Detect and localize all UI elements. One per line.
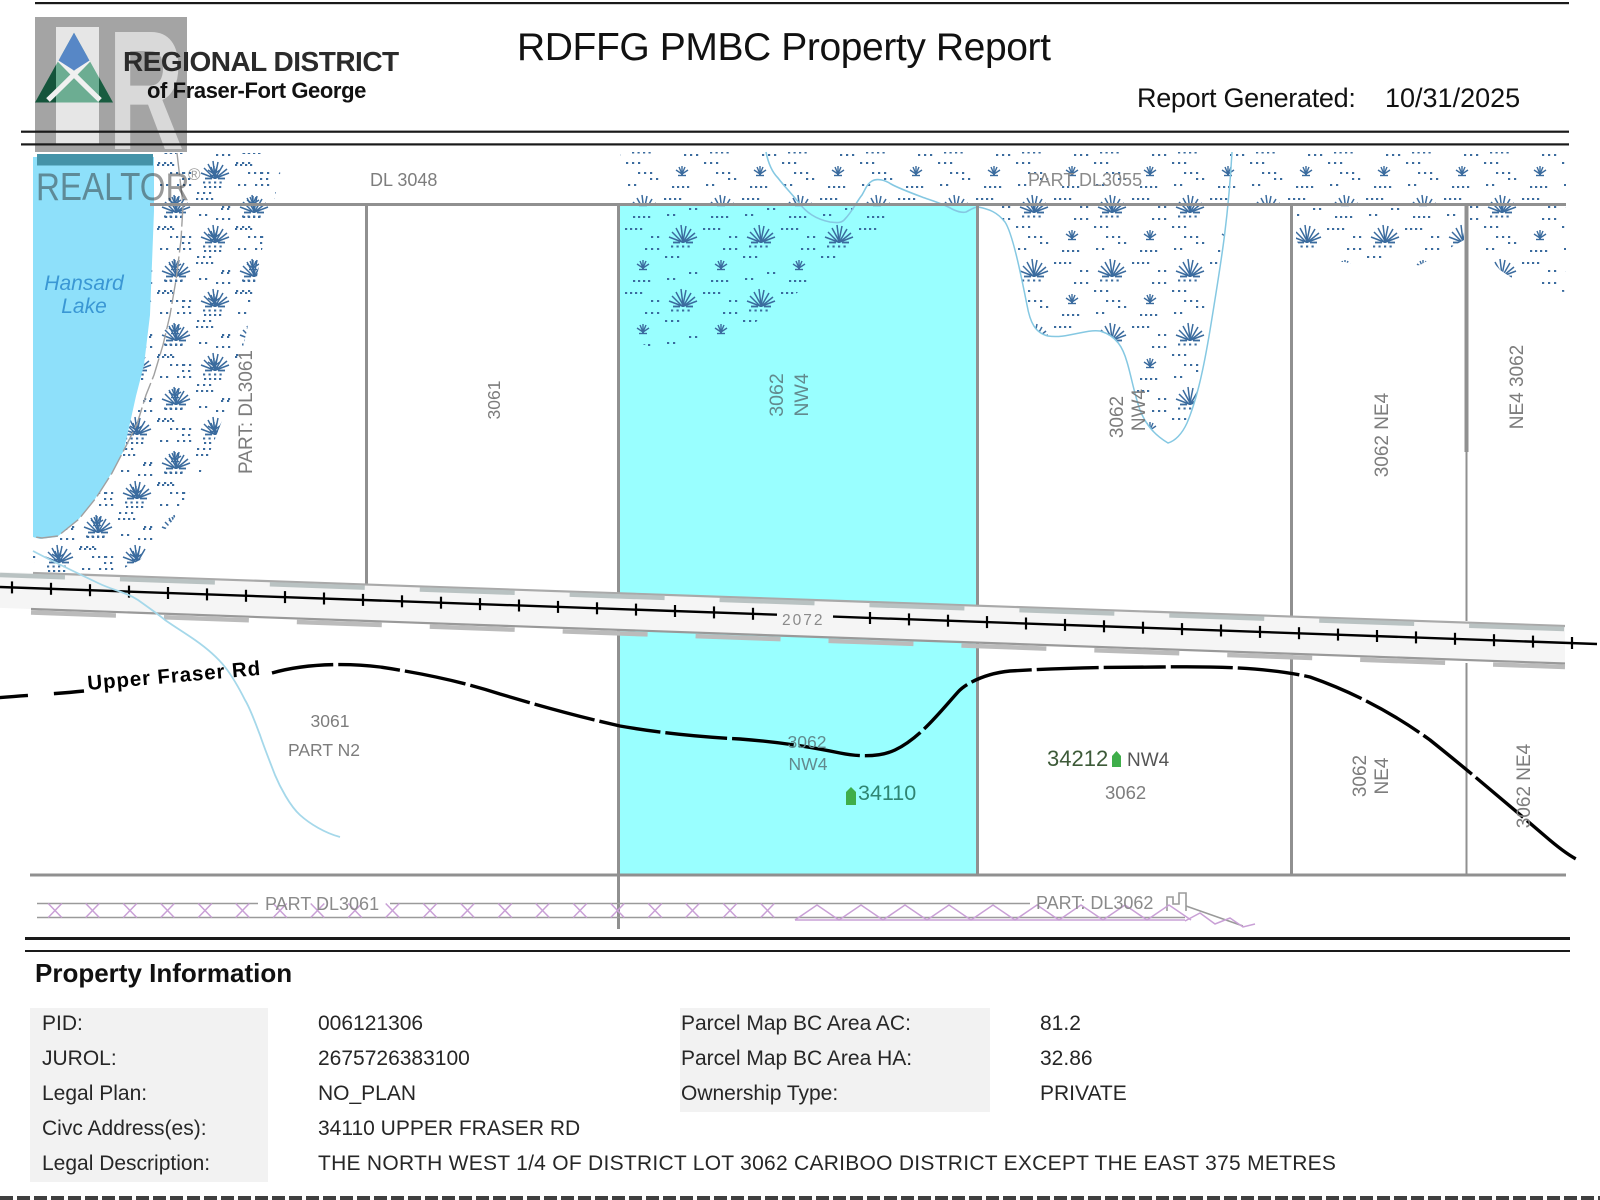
- svg-text:®: ®: [188, 165, 201, 184]
- svg-text:10/31/2025: 10/31/2025: [1385, 83, 1520, 113]
- svg-text:Upper Fraser Rd: Upper Fraser Rd: [86, 657, 261, 695]
- svg-text:of Fraser-Fort George: of Fraser-Fort George: [147, 78, 366, 103]
- svg-text:3062: 3062: [1107, 396, 1128, 438]
- svg-text:NW4: NW4: [789, 754, 828, 774]
- svg-text:3061: 3061: [311, 711, 350, 731]
- svg-text:DL 3048: DL 3048: [370, 170, 437, 190]
- svg-text:NE4 3062: NE4 3062: [1507, 345, 1528, 430]
- svg-text:3062 NE4: 3062 NE4: [1372, 392, 1393, 477]
- svg-text:REGIONAL DISTRICT: REGIONAL DISTRICT: [123, 46, 399, 77]
- svg-text:3061: 3061: [484, 381, 504, 420]
- svg-text:Lake: Lake: [61, 295, 107, 318]
- svg-text:3062: 3062: [788, 732, 827, 752]
- svg-text:2072: 2072: [782, 612, 824, 629]
- svg-text:PART: DL3061: PART: DL3061: [236, 350, 257, 474]
- svg-text:34212: 34212: [1047, 746, 1108, 771]
- svg-text:PART DL3061: PART DL3061: [265, 894, 379, 914]
- svg-text:NE4: NE4: [1372, 757, 1393, 794]
- svg-text:PART DL3055: PART DL3055: [1028, 170, 1142, 190]
- svg-text:PART N2: PART N2: [288, 740, 360, 760]
- svg-text:PART: DL3062: PART: DL3062: [1036, 893, 1153, 913]
- svg-text:Hansard: Hansard: [44, 272, 125, 295]
- svg-text:3062: 3062: [766, 373, 788, 416]
- svg-text:34110: 34110: [858, 781, 916, 805]
- svg-text:NW4: NW4: [1129, 388, 1150, 431]
- svg-text:NW4: NW4: [791, 373, 813, 416]
- svg-text:REALTOR: REALTOR: [36, 164, 190, 208]
- svg-text:3062: 3062: [1105, 782, 1146, 803]
- svg-text:RDFFG PMBC Property Report: RDFFG PMBC Property Report: [517, 26, 1051, 69]
- svg-text:3062 NE4: 3062 NE4: [1514, 743, 1535, 828]
- svg-text:3062: 3062: [1350, 755, 1371, 797]
- svg-text:Report Generated:: Report Generated:: [1137, 83, 1356, 113]
- svg-text:NW4: NW4: [1127, 750, 1170, 771]
